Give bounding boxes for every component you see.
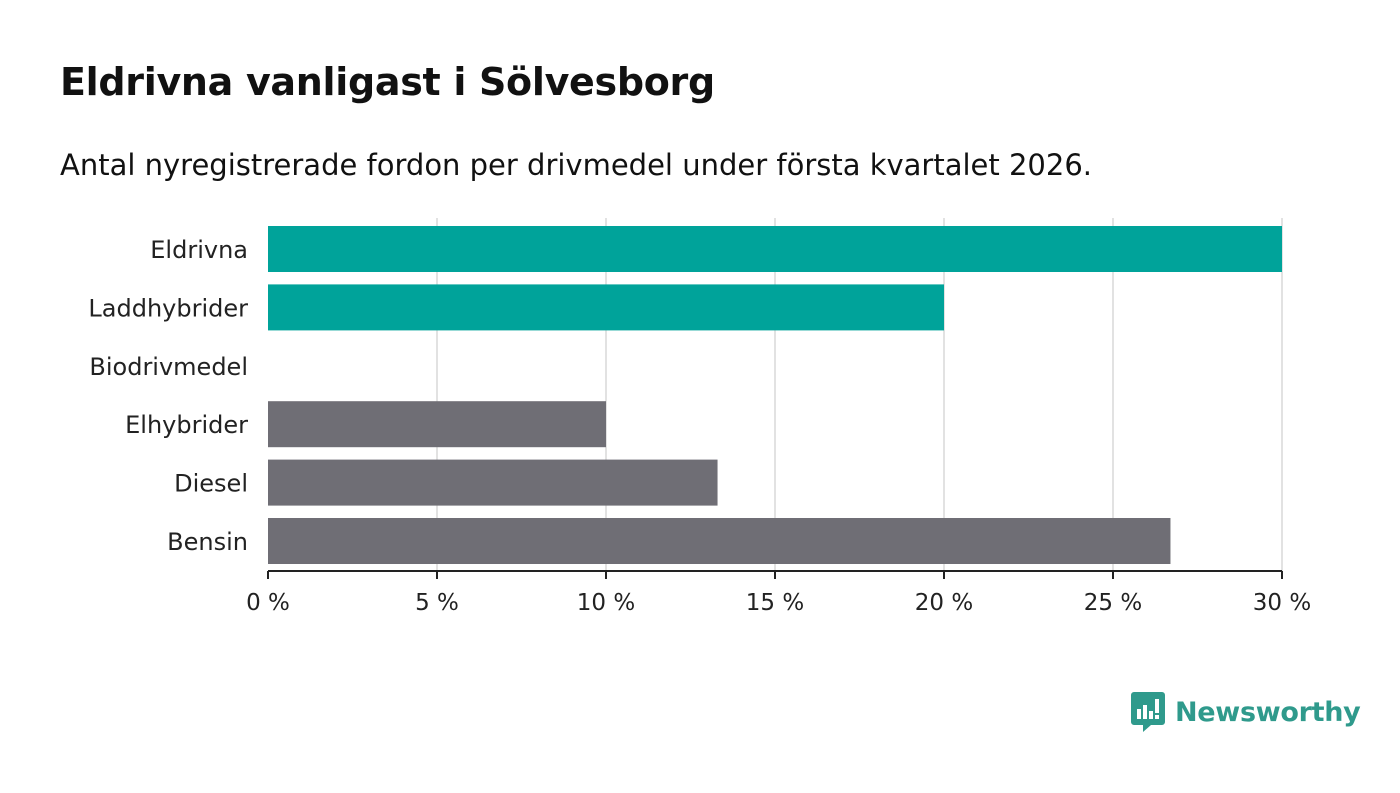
category-label: Bensin: [167, 528, 248, 556]
x-tick-label: 0 %: [246, 590, 290, 616]
bar: [268, 284, 944, 331]
x-tick-label: 30 %: [1253, 590, 1311, 616]
x-tick-label: 25 %: [1084, 590, 1142, 616]
x-tick-label: 5 %: [415, 590, 459, 616]
x-tick-label: 15 %: [746, 590, 804, 616]
bar: [268, 401, 606, 448]
category-label: Diesel: [174, 470, 248, 498]
newsworthy-logo-icon: [1131, 692, 1165, 732]
brand-name: Newsworthy: [1175, 696, 1361, 728]
x-tick-label: 20 %: [915, 590, 973, 616]
category-label: Biodrivmedel: [89, 353, 248, 381]
category-label: Elhybrider: [125, 411, 248, 439]
bar: [268, 459, 718, 506]
brand-logo: Newsworthy: [1131, 690, 1361, 734]
category-label: Eldrivna: [150, 236, 248, 264]
bar: [268, 226, 1282, 272]
chart-title: Eldrivna vanligast i Sölvesborg: [60, 60, 715, 104]
chart-subtitle: Antal nyregistrerade fordon per drivmede…: [60, 148, 1093, 182]
bar: [268, 518, 1171, 564]
x-tick-label: 10 %: [577, 590, 635, 616]
category-label: Laddhybrider: [88, 294, 248, 322]
